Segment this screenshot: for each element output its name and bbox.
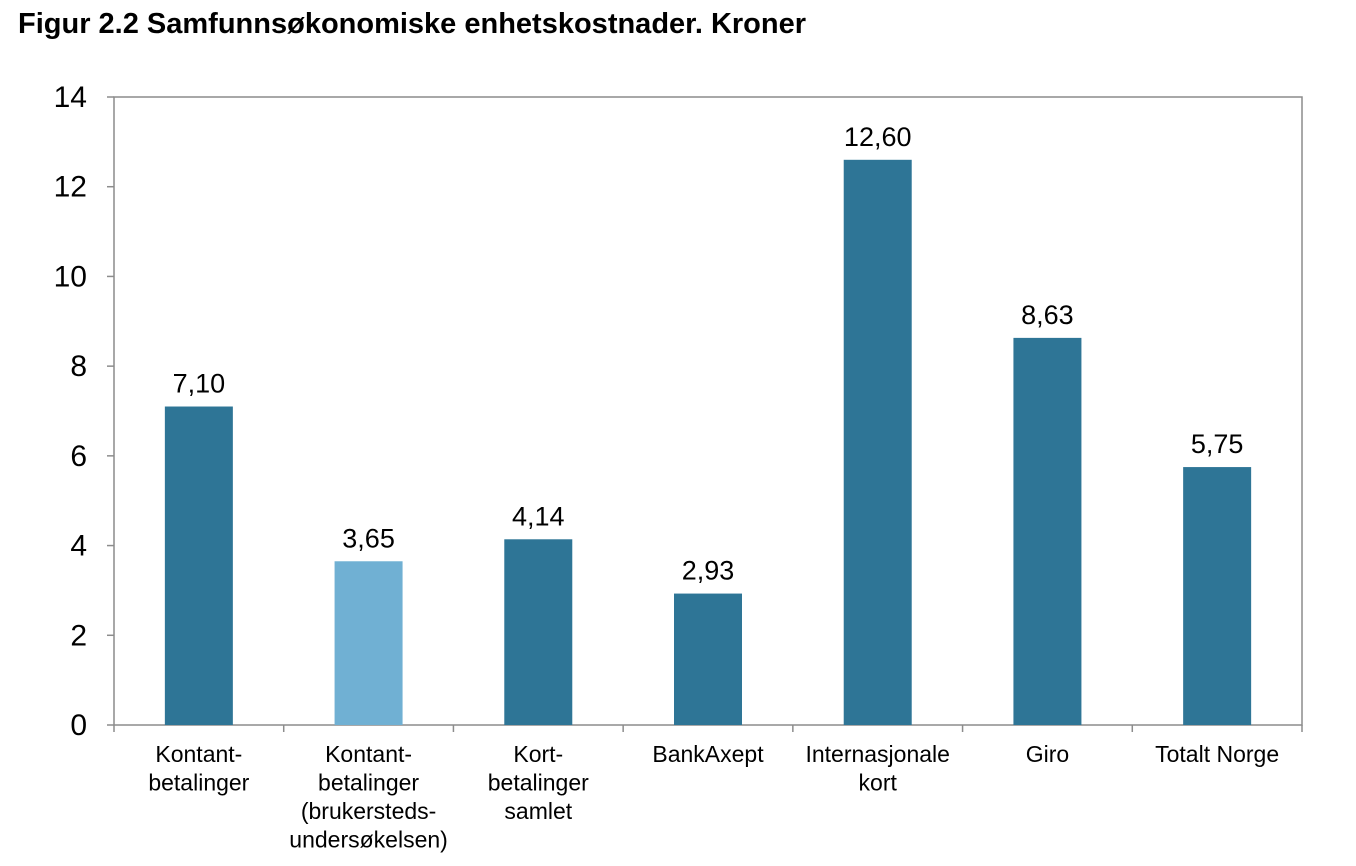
y-tick-label: 0 (70, 709, 87, 742)
value-labels: 7,10 3,65 4,14 2,93 12,60 8,63 5,75 (173, 122, 1244, 586)
category-label: Internasjonale kort (805, 741, 950, 796)
category-label: Giro (1026, 741, 1069, 767)
category-label-line: kort (859, 770, 898, 796)
category-label-line: betalinger (318, 770, 419, 796)
category-label-line: Giro (1026, 741, 1069, 767)
bar (843, 159, 912, 726)
category-label: Kontant-betalinger (brukersteds-undersøke… (289, 741, 448, 853)
category-label: Kort-betalinger samlet (488, 741, 589, 824)
bars (164, 159, 1252, 726)
bar (1183, 467, 1252, 725)
category-label-line: Kontant- (155, 741, 242, 767)
value-label: 7,10 (173, 369, 226, 399)
value-label: 12,60 (844, 122, 912, 152)
category-label-line: betalinger (488, 770, 589, 796)
y-axis: 0 2 4 6 8 10 12 14 (54, 81, 114, 742)
category-label-line: BankAxept (652, 741, 764, 767)
value-label: 2,93 (682, 556, 735, 586)
category-label-line: Kort- (513, 741, 563, 767)
bar (334, 561, 403, 725)
category-label: Kontant-betalinger (148, 741, 249, 796)
category-label-line: Kontant- (325, 741, 412, 767)
y-tick-label: 8 (70, 350, 87, 383)
category-label-line: Totalt Norge (1155, 741, 1279, 767)
y-tick-label: 4 (70, 530, 87, 563)
value-label: 4,14 (512, 501, 565, 531)
value-label: 3,65 (342, 523, 395, 553)
category-label-line: (brukersteds- (301, 798, 436, 824)
bar (504, 539, 573, 725)
category-label: BankAxept (652, 741, 764, 767)
category-label-line: samlet (504, 798, 572, 824)
y-tick-label: 14 (54, 81, 87, 114)
y-tick-label: 6 (70, 440, 87, 473)
bar (1013, 337, 1082, 725)
y-tick-label: 10 (54, 260, 87, 293)
value-label: 5,75 (1191, 429, 1244, 459)
category-label-line: undersøkelsen) (289, 827, 448, 853)
chart-title: Figur 2.2 Samfunnsøkonomiske enhetskostn… (18, 8, 807, 40)
category-label-line: betalinger (148, 770, 249, 796)
y-tick-label: 12 (54, 171, 87, 204)
value-label: 8,63 (1021, 300, 1074, 330)
y-tick-label: 2 (70, 619, 87, 652)
category-label-line: Internasjonale (805, 741, 950, 767)
x-axis (113, 725, 1303, 732)
category-label: Totalt Norge (1155, 741, 1279, 767)
bar (164, 406, 233, 725)
bar (674, 593, 742, 725)
